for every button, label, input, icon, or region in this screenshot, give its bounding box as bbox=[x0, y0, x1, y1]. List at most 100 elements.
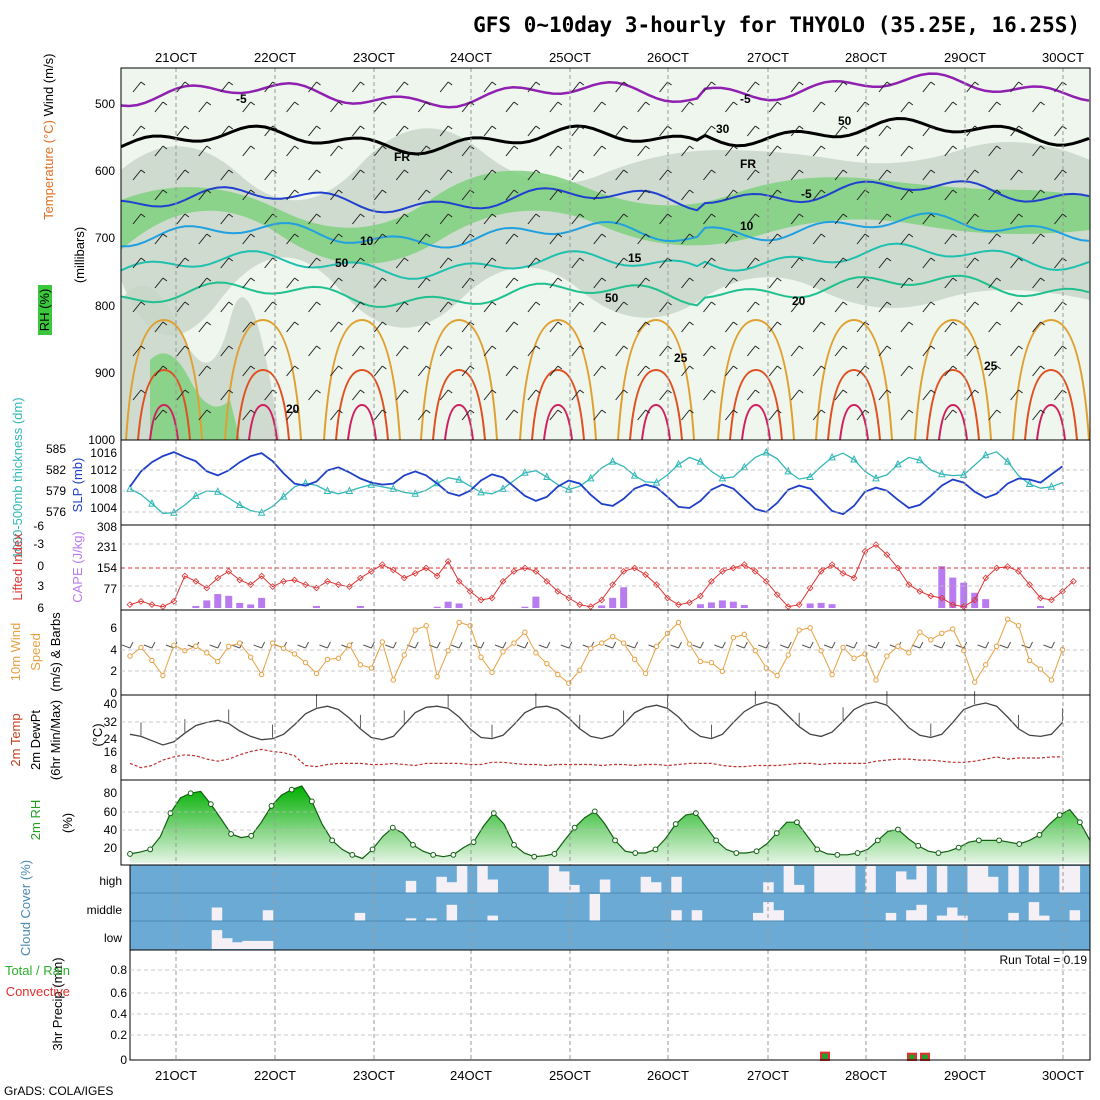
cloud-bar-middle bbox=[262, 910, 274, 921]
wind-barb bbox=[549, 409, 563, 421]
temp-contour-30 bbox=[926, 368, 980, 441]
lifted-index-marker bbox=[313, 584, 320, 592]
lifted-index-marker bbox=[927, 592, 935, 600]
rh-marker bbox=[591, 808, 598, 815]
wind-speed-marker bbox=[269, 640, 276, 646]
rh-marker bbox=[773, 830, 780, 837]
cape-bar bbox=[707, 602, 715, 608]
cape-bar bbox=[1037, 605, 1045, 608]
thickness-marker bbox=[543, 472, 551, 480]
wind-barb bbox=[330, 233, 343, 245]
surface-wind-barb bbox=[472, 641, 485, 649]
wind-barb bbox=[615, 257, 628, 269]
wind-barb bbox=[154, 189, 168, 201]
cape-bar bbox=[214, 594, 222, 608]
lifted-index-marker bbox=[346, 583, 353, 591]
wind-barb bbox=[1032, 189, 1045, 201]
temp-contour-35 bbox=[1036, 403, 1066, 441]
wind-speed-marker bbox=[741, 631, 748, 638]
temp-tick: 40 bbox=[104, 697, 118, 711]
wind-speed-marker bbox=[862, 651, 868, 657]
thickness-marker bbox=[894, 459, 902, 468]
wind-speed-marker bbox=[631, 656, 638, 663]
lifted-index-marker bbox=[795, 601, 803, 609]
lifted-index-marker bbox=[356, 574, 364, 582]
cloud-bar-high bbox=[967, 866, 978, 893]
cloud-bar-middle bbox=[1008, 912, 1019, 921]
wind-barb bbox=[176, 389, 190, 401]
wind-barb bbox=[549, 189, 563, 201]
wind-barb bbox=[922, 81, 936, 93]
wind-barb bbox=[198, 189, 212, 201]
cape-bar bbox=[225, 595, 233, 608]
lifted-index-tick: 0 bbox=[37, 559, 44, 573]
wind-barb bbox=[571, 125, 585, 137]
temp-line bbox=[129, 701, 1063, 746]
footer-credit: GrADS: COLA/IGES bbox=[4, 1084, 113, 1098]
wind-barb bbox=[505, 277, 519, 289]
wind-barb bbox=[395, 169, 409, 181]
cloud-bar-low bbox=[211, 930, 223, 949]
wind-speed-marker bbox=[873, 677, 879, 683]
cloud-bar-middle bbox=[211, 907, 223, 921]
date-label-bottom: 26OCT bbox=[647, 1068, 689, 1083]
wind-barb bbox=[659, 213, 672, 225]
wind-barb bbox=[900, 321, 914, 333]
cape-bar bbox=[729, 601, 737, 608]
wind-barb bbox=[812, 365, 826, 377]
rh-tick: 40 bbox=[104, 823, 118, 837]
wind-barb bbox=[922, 389, 936, 401]
surface-wind-barb bbox=[604, 641, 617, 649]
wind-barb bbox=[812, 277, 826, 289]
date-label-top: 29OCT bbox=[944, 50, 986, 65]
wind-speed-marker bbox=[653, 643, 660, 650]
rh-marker bbox=[329, 837, 336, 844]
wind-barb bbox=[308, 345, 321, 357]
cape-bar bbox=[949, 577, 957, 608]
cape-bar bbox=[982, 599, 990, 608]
wind-barb bbox=[790, 213, 804, 225]
wind-barb bbox=[527, 81, 541, 93]
wind-barb bbox=[417, 145, 431, 157]
lifted-index-marker bbox=[455, 577, 463, 585]
rh-axis-label: 2m RH bbox=[28, 800, 43, 840]
wind-barb bbox=[922, 213, 936, 225]
thickness-axis-label: 1000-500mb thickness (dm) bbox=[10, 397, 25, 558]
wind-barb bbox=[264, 169, 277, 181]
wind-barb bbox=[395, 125, 409, 137]
wind-barb bbox=[746, 169, 760, 181]
cape-tick: 154 bbox=[97, 561, 117, 575]
wind-speed-marker bbox=[346, 642, 353, 648]
wind-barb bbox=[505, 101, 519, 113]
wind-barb bbox=[242, 189, 255, 201]
wind-tick: 0 bbox=[110, 686, 117, 700]
cloud-bar-high bbox=[936, 866, 948, 893]
lifted-index-marker bbox=[137, 597, 145, 605]
date-label-bottom: 23OCT bbox=[353, 1068, 395, 1083]
wind-barb bbox=[944, 233, 958, 245]
wind-barb bbox=[1054, 345, 1067, 357]
wind-barb bbox=[593, 101, 607, 113]
lifted-index-marker bbox=[751, 567, 759, 575]
temp-contour-25 bbox=[420, 318, 498, 441]
thickness-marker bbox=[784, 466, 793, 475]
precip-tick: 0.2 bbox=[110, 1028, 127, 1042]
wind-barb bbox=[1010, 257, 1023, 269]
wind-barb bbox=[768, 277, 782, 289]
wind-barb bbox=[703, 125, 716, 137]
date-label-top: 21OCT bbox=[155, 50, 197, 65]
wind-barb bbox=[790, 257, 804, 269]
contour-label: FR bbox=[740, 157, 756, 171]
cloud-bar-middle bbox=[957, 915, 968, 921]
rh-marker bbox=[410, 841, 416, 848]
wind-speed-marker bbox=[511, 640, 517, 646]
lifted-index-marker bbox=[543, 577, 551, 585]
thickness-marker bbox=[1025, 479, 1034, 487]
wind-speed-marker bbox=[588, 645, 594, 652]
wind-barb bbox=[483, 125, 497, 137]
wind-barb bbox=[571, 169, 585, 181]
lifted-index-marker bbox=[214, 574, 222, 582]
pressure-axis-label: (millibars) bbox=[72, 227, 87, 283]
contour-label: 25 bbox=[674, 351, 688, 365]
rh-marker bbox=[692, 810, 699, 817]
